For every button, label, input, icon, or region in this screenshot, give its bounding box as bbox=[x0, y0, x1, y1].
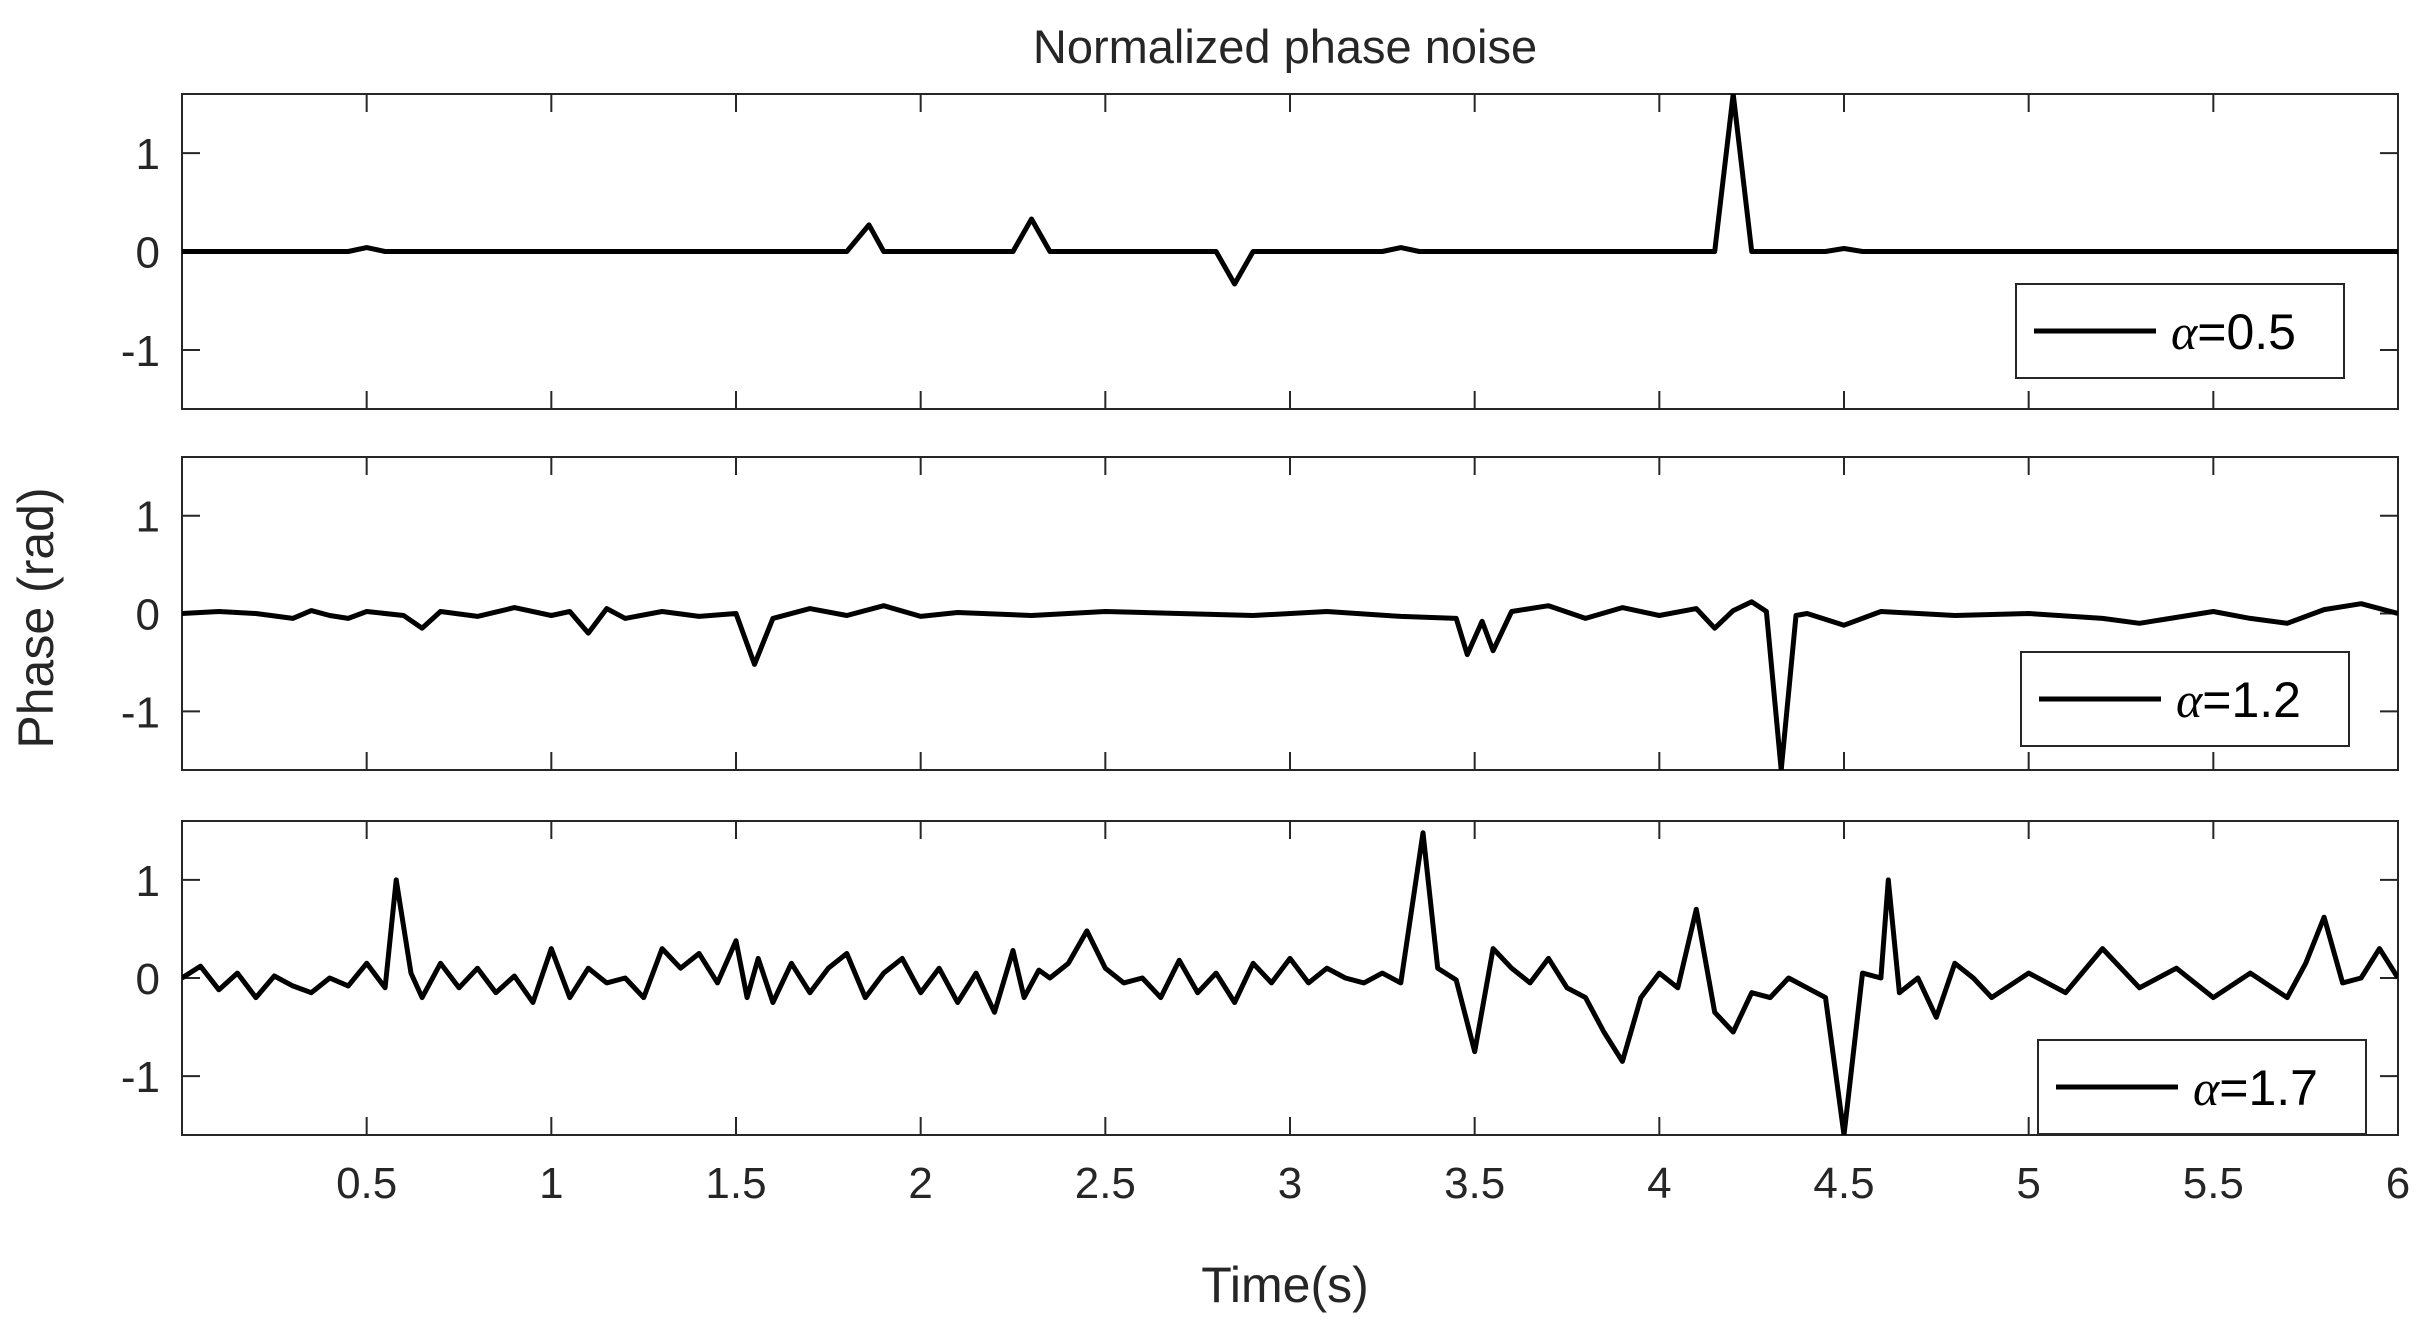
x-tick-label: 1.5 bbox=[705, 1159, 766, 1208]
y-tick-label: 1 bbox=[136, 857, 160, 906]
legend-2: α=1.2 bbox=[2020, 651, 2350, 747]
legend-alpha-symbol: α bbox=[2176, 672, 2204, 728]
y-axis-label: Phase (rad) bbox=[8, 487, 64, 748]
x-tick-label: 2.5 bbox=[1075, 1159, 1136, 1208]
y-tick-label: 1 bbox=[136, 130, 160, 179]
x-tick-label: 5 bbox=[2016, 1159, 2040, 1208]
y-tick-label: -1 bbox=[121, 688, 160, 737]
panels-layer: 10-1 α=0.510-1 α=1.20.5 1 1.5 2 2.5 3 3.5 4 4.5 5 5.… bbox=[121, 93, 2410, 1208]
x-tick-label: 3.5 bbox=[1444, 1159, 1505, 1208]
legend-label: α=0.5 bbox=[2171, 304, 2296, 360]
y-tick-label: 0 bbox=[136, 591, 160, 640]
chart-title: Normalized phase noise bbox=[1033, 20, 1537, 73]
legend-label: α=1.2 bbox=[2176, 672, 2301, 728]
legend-value: =0.5 bbox=[2197, 304, 2296, 360]
panel-3: 0.5 1 1.5 2 2.5 3 3.5 4 4.5 5 5.5 6 1 0 -1 α=1.7 bbox=[121, 820, 2410, 1208]
panel-2: 1 0 -1 α=1.2 bbox=[121, 456, 2399, 771]
x-tick-label: 1 bbox=[539, 1159, 563, 1208]
y-tick-label: -1 bbox=[121, 1053, 160, 1102]
legend-alpha-symbol: α bbox=[2193, 1060, 2221, 1116]
legend-value: =1.2 bbox=[2202, 672, 2301, 728]
y-tick-label: 1 bbox=[136, 493, 160, 542]
legend-value: =1.7 bbox=[2219, 1060, 2318, 1116]
legend-label: α=1.7 bbox=[2193, 1060, 2318, 1116]
legend-1: α=0.5 bbox=[2015, 283, 2345, 379]
panel-1: 1 0 -1 α=0.5 bbox=[121, 93, 2399, 410]
y-tick-label: 0 bbox=[136, 955, 160, 1004]
series-line-3 bbox=[182, 830, 2398, 1135]
x-axis-label: Time(s) bbox=[1201, 1257, 1369, 1313]
x-tick-label: 5.5 bbox=[2183, 1159, 2244, 1208]
x-tick-label: 6 bbox=[2386, 1159, 2410, 1208]
series-line-2 bbox=[182, 599, 2398, 770]
legend-3: α=1.7 bbox=[2037, 1039, 2367, 1135]
y-tick-label: -1 bbox=[121, 327, 160, 376]
legend-alpha-symbol: α bbox=[2171, 304, 2199, 360]
y-tick-label: 0 bbox=[136, 229, 160, 278]
x-tick-label: 2 bbox=[908, 1159, 932, 1208]
series-line-1 bbox=[182, 94, 2398, 287]
x-tick-label: 3 bbox=[1278, 1159, 1302, 1208]
x-tick-label: 4 bbox=[1647, 1159, 1671, 1208]
x-tick-label: 4.5 bbox=[1813, 1159, 1874, 1208]
x-tick-label: 0.5 bbox=[336, 1159, 397, 1208]
